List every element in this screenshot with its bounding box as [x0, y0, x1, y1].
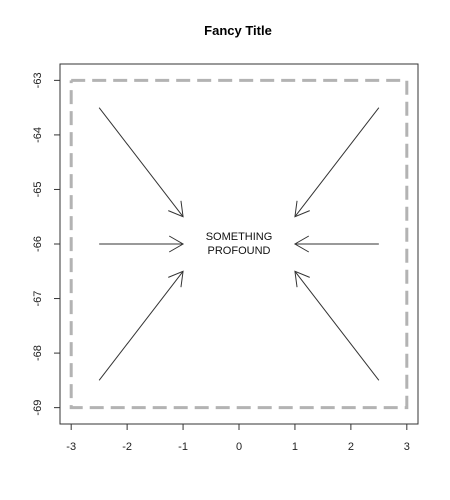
arrow-shaft [294, 270, 380, 381]
x-tick-label: 1 [292, 441, 298, 453]
y-tick-label: -66 [32, 236, 44, 252]
y-tick-label: -69 [32, 400, 44, 416]
x-tick-label: 3 [404, 441, 410, 453]
arrow-head [168, 235, 185, 253]
arrow-5 [98, 270, 184, 381]
x-tick-label: 2 [348, 441, 354, 453]
arrow-shaft [98, 107, 184, 218]
y-tick-label: -68 [32, 345, 44, 361]
arrow-2 [294, 107, 380, 218]
arrow-1 [98, 107, 184, 218]
arrow-shaft [98, 270, 184, 381]
y-tick-label: -63 [32, 72, 44, 88]
chart-title: Fancy Title [204, 23, 272, 38]
arrow-head [168, 200, 184, 218]
arrow-4 [293, 235, 379, 253]
x-tick-label: -3 [66, 441, 76, 453]
y-tick-label: -67 [32, 291, 44, 307]
annotation-line-1: SOMETHING [206, 231, 273, 243]
x-tick-label: -2 [122, 441, 132, 453]
arrow-head [168, 270, 184, 288]
arrow-head [294, 270, 310, 288]
dashed-frame-line [69, 78, 409, 410]
y-tick-label: -64 [32, 127, 44, 143]
y-tick-label: -65 [32, 182, 44, 198]
x-tick-label: -1 [178, 441, 188, 453]
axis-layer: -3 -2 -1 0 1 2 3 -63 -64 -65 -66 -67 -68 -69 [32, 72, 410, 453]
arrow-3 [99, 235, 185, 253]
arrow-6 [294, 270, 380, 381]
annotation-line-2: PROFOUND [208, 245, 271, 257]
x-tick-label: 0 [236, 441, 242, 453]
arrow-shaft [294, 107, 380, 218]
arrow-head [294, 200, 310, 218]
dashed-frame-layer [69, 78, 409, 410]
arrow-head [293, 235, 310, 253]
arrow-layer [98, 107, 380, 381]
